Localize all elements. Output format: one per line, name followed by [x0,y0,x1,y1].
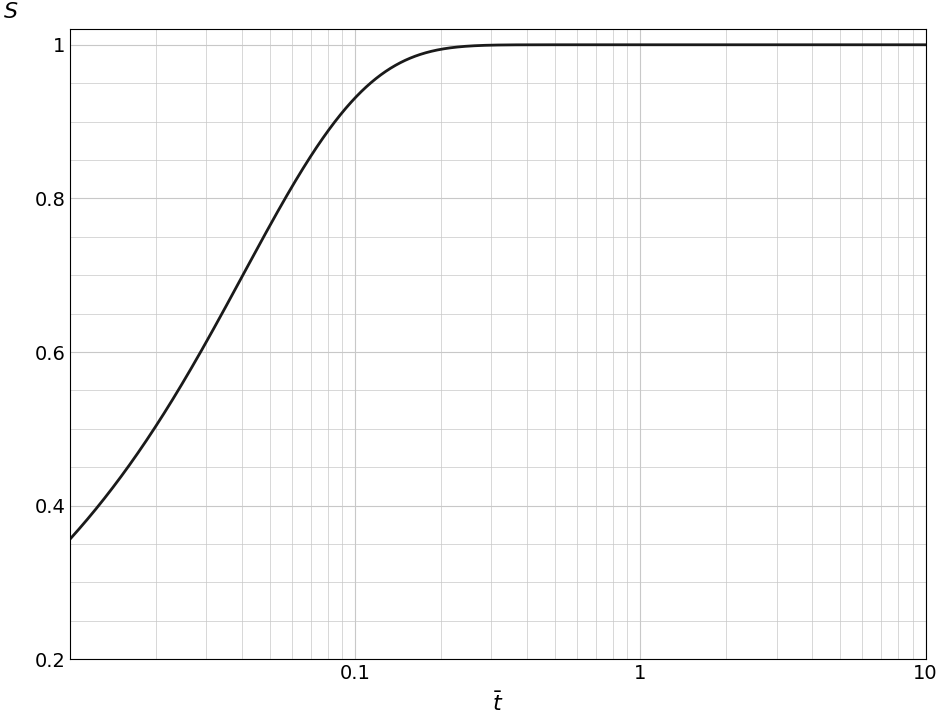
X-axis label: $\bar{t}$: $\bar{t}$ [493,691,504,715]
Y-axis label: $\bar{S}$: $\bar{S}$ [3,0,18,23]
